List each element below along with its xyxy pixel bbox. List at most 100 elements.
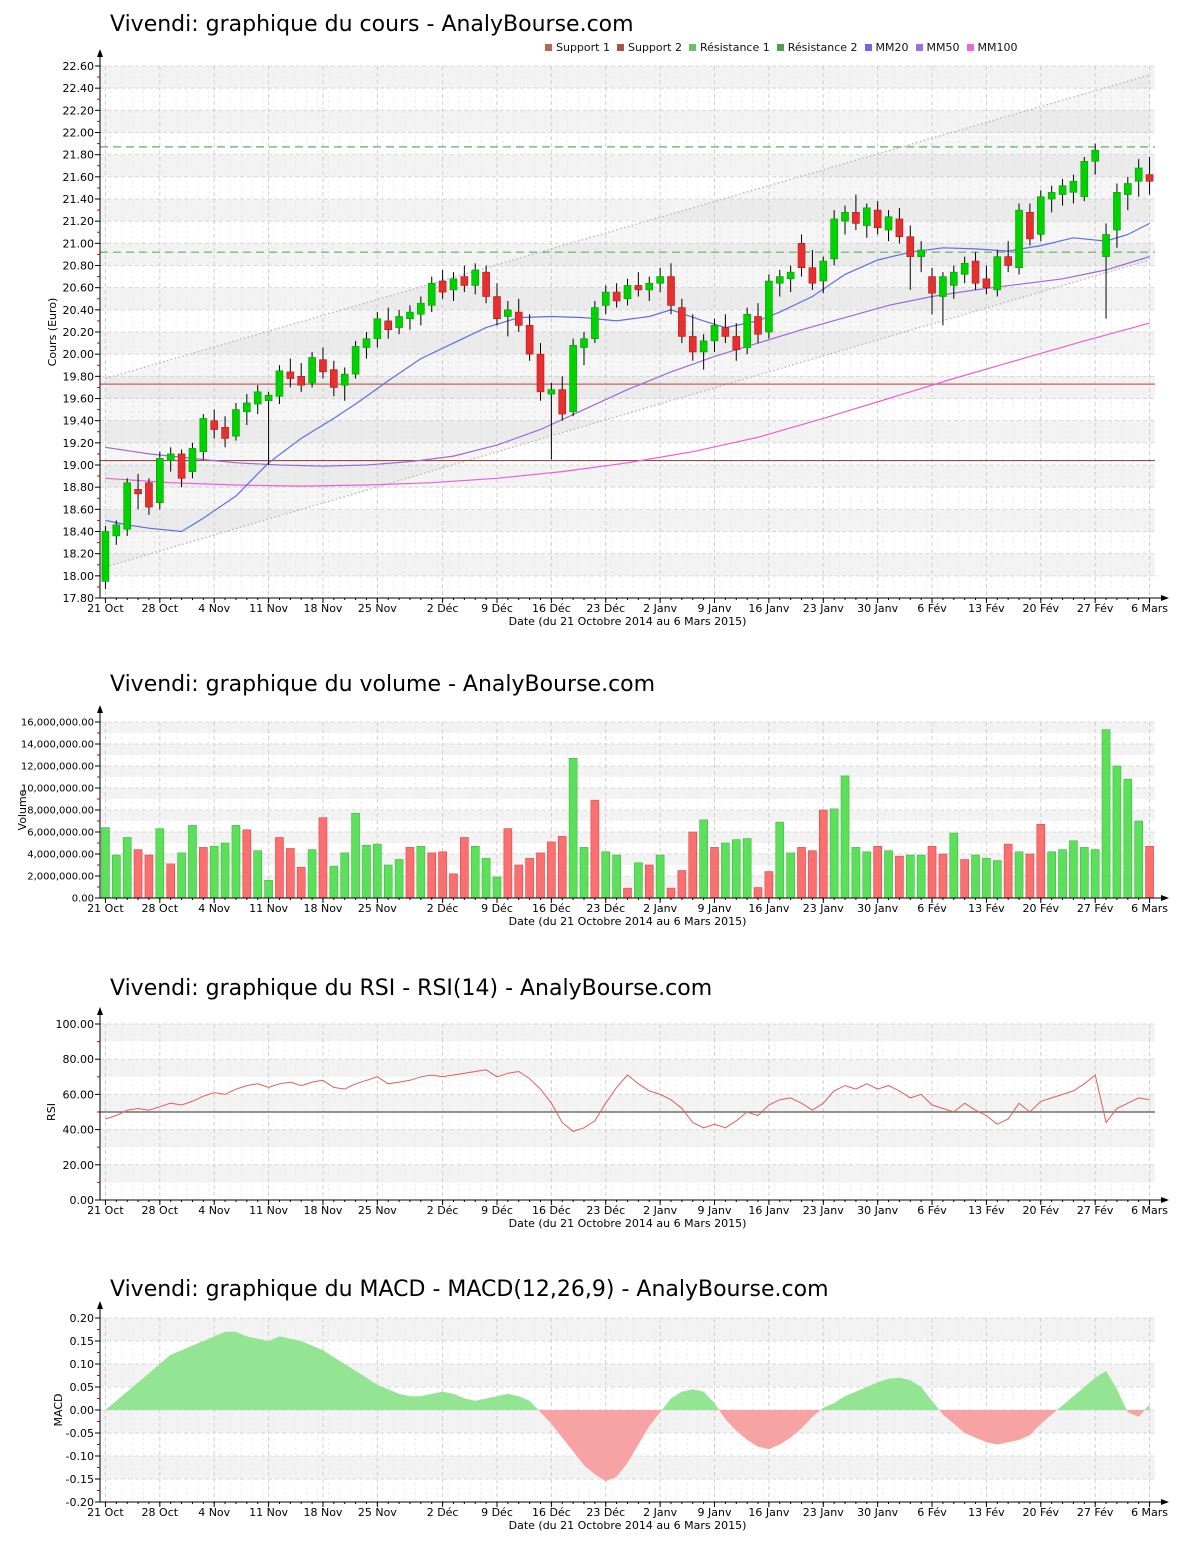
- svg-text:Date (du 21 Octobre 2014 au 6: Date (du 21 Octobre 2014 au 6 Mars 2015): [509, 1519, 747, 1532]
- legend-swatch-icon: [545, 44, 552, 51]
- svg-text:10,000,000.00: 10,000,000.00: [21, 784, 94, 795]
- svg-text:21.80: 21.80: [63, 149, 95, 162]
- svg-text:30 Janv: 30 Janv: [857, 602, 898, 615]
- svg-text:2 Déc: 2 Déc: [427, 902, 459, 915]
- legend-swatch-icon: [864, 44, 872, 51]
- svg-text:0.00: 0.00: [70, 1404, 95, 1417]
- svg-text:9 Déc: 9 Déc: [481, 1204, 513, 1217]
- svg-text:11 Nov: 11 Nov: [249, 602, 288, 615]
- svg-text:19.60: 19.60: [63, 393, 95, 406]
- svg-text:21.60: 21.60: [63, 171, 95, 184]
- svg-text:20.00: 20.00: [63, 1159, 95, 1172]
- svg-text:23 Janv: 23 Janv: [803, 1204, 844, 1217]
- svg-text:6 Fév: 6 Fév: [917, 602, 947, 615]
- legend-item-r-sistance-2: Résistance 2: [776, 41, 858, 54]
- svg-text:4,000,000.00: 4,000,000.00: [27, 850, 94, 861]
- legend-label: MM50: [926, 41, 960, 54]
- svg-text:80.00: 80.00: [63, 1053, 95, 1066]
- svg-text:13 Fév: 13 Fév: [968, 602, 1005, 615]
- price-chart-legend: Support 1 Support 2 Résistance 1 Résistance…: [545, 41, 1024, 54]
- svg-text:9 Janv: 9 Janv: [698, 902, 732, 915]
- legend-label: Support 2: [627, 41, 682, 54]
- svg-text:6 Mars: 6 Mars: [1131, 1506, 1168, 1519]
- svg-text:19.00: 19.00: [63, 459, 95, 472]
- svg-text:20 Fév: 20 Fév: [1023, 1506, 1060, 1519]
- svg-text:9 Janv: 9 Janv: [698, 602, 732, 615]
- svg-text:18 Nov: 18 Nov: [303, 1506, 342, 1519]
- macd-chart-title: Vivendi: graphique du MACD - MACD(12,26,…: [110, 1277, 829, 1302]
- svg-text:9 Janv: 9 Janv: [698, 1204, 732, 1217]
- svg-text:11 Nov: 11 Nov: [249, 902, 288, 915]
- legend-label: MM20: [875, 41, 909, 54]
- svg-text:16 Janv: 16 Janv: [748, 602, 789, 615]
- svg-text:6 Fév: 6 Fév: [917, 1506, 947, 1519]
- svg-text:Date (du 21 Octobre 2014 au 6: Date (du 21 Octobre 2014 au 6 Mars 2015): [509, 615, 747, 628]
- legend-item-mm20: MM20: [864, 41, 909, 54]
- svg-text:0.00: 0.00: [70, 1194, 95, 1207]
- svg-text:23 Déc: 23 Déc: [586, 902, 625, 915]
- svg-text:14,000,000.00: 14,000,000.00: [21, 740, 94, 751]
- svg-text:21 Oct: 21 Oct: [87, 902, 124, 915]
- svg-text:18 Nov: 18 Nov: [303, 602, 342, 615]
- svg-text:23 Janv: 23 Janv: [803, 902, 844, 915]
- svg-text:25 Nov: 25 Nov: [358, 1506, 397, 1519]
- legend-item-mm50: MM50: [915, 41, 960, 54]
- svg-text:6,000,000.00: 6,000,000.00: [27, 828, 94, 839]
- legend-label: Résistance 2: [787, 41, 858, 54]
- legend-label: MM100: [977, 41, 1018, 54]
- svg-text:20.60: 20.60: [63, 282, 95, 295]
- svg-text:21.00: 21.00: [63, 237, 95, 250]
- svg-text:20.80: 20.80: [63, 260, 95, 273]
- svg-text:11 Nov: 11 Nov: [249, 1204, 288, 1217]
- svg-text:Cours (Euro): Cours (Euro): [46, 298, 59, 367]
- svg-text:18.00: 18.00: [63, 570, 95, 583]
- svg-text:23 Janv: 23 Janv: [803, 602, 844, 615]
- svg-text:MACD: MACD: [52, 1394, 65, 1427]
- rsi-chart-plot: 0.00 20.00 40.00 60.00 80.00 100.00 21 Oct 28 O…: [45, 1007, 1169, 1230]
- svg-text:22.60: 22.60: [63, 60, 95, 73]
- legend-swatch-icon: [616, 44, 624, 51]
- svg-text:0.00: 0.00: [72, 894, 94, 905]
- svg-text:19.20: 19.20: [63, 437, 95, 450]
- svg-text:13 Fév: 13 Fév: [968, 1506, 1005, 1519]
- svg-text:16 Janv: 16 Janv: [748, 902, 789, 915]
- svg-text:2 Janv: 2 Janv: [643, 902, 677, 915]
- svg-text:2,000,000.00: 2,000,000.00: [27, 872, 94, 883]
- svg-text:4 Nov: 4 Nov: [198, 602, 230, 615]
- svg-text:-0.10: -0.10: [66, 1450, 94, 1463]
- svg-text:2 Janv: 2 Janv: [643, 1506, 677, 1519]
- svg-text:17.80: 17.80: [63, 592, 95, 605]
- svg-text:20.40: 20.40: [63, 304, 95, 317]
- price-chart-title: Vivendi: graphique du cours - AnalyBours…: [110, 12, 634, 37]
- svg-text:0.15: 0.15: [70, 1335, 95, 1348]
- svg-text:-0.05: -0.05: [66, 1427, 94, 1440]
- svg-text:9 Déc: 9 Déc: [481, 1506, 513, 1519]
- svg-text:21 Oct: 21 Oct: [87, 1506, 124, 1519]
- svg-text:Date (du 21 Octobre 2014 au 6: Date (du 21 Octobre 2014 au 6 Mars 2015): [509, 915, 747, 928]
- legend-swatch-icon: [688, 44, 696, 51]
- svg-text:18.80: 18.80: [63, 481, 95, 494]
- svg-text:11 Nov: 11 Nov: [249, 1506, 288, 1519]
- legend-item-support-1: Support 1: [545, 41, 610, 54]
- svg-text:25 Nov: 25 Nov: [358, 1204, 397, 1217]
- svg-text:19.80: 19.80: [63, 370, 95, 383]
- svg-text:6 Mars: 6 Mars: [1131, 1204, 1168, 1217]
- svg-text:16 Déc: 16 Déc: [532, 1204, 571, 1217]
- legend-swatch-icon: [776, 44, 784, 51]
- svg-text:13 Fév: 13 Fév: [968, 1204, 1005, 1217]
- svg-text:23 Déc: 23 Déc: [586, 1204, 625, 1217]
- rsi-chart-title: Vivendi: graphique du RSI - RSI(14) - An…: [110, 976, 713, 1001]
- svg-text:20.00: 20.00: [63, 348, 95, 361]
- svg-text:40.00: 40.00: [63, 1124, 95, 1137]
- legend-label: Support 1: [556, 41, 610, 54]
- svg-text:100.00: 100.00: [56, 1018, 95, 1031]
- svg-text:27 Fév: 27 Fév: [1077, 1204, 1114, 1217]
- svg-text:9 Janv: 9 Janv: [698, 1506, 732, 1519]
- svg-text:30 Janv: 30 Janv: [857, 1506, 898, 1519]
- svg-text:4 Nov: 4 Nov: [198, 902, 230, 915]
- svg-text:20 Fév: 20 Fév: [1023, 902, 1060, 915]
- svg-text:0.10: 0.10: [70, 1358, 95, 1371]
- svg-text:16 Déc: 16 Déc: [532, 602, 571, 615]
- legend-item-support-2: Support 2: [616, 41, 682, 54]
- legend-label: Résistance 1: [699, 41, 770, 54]
